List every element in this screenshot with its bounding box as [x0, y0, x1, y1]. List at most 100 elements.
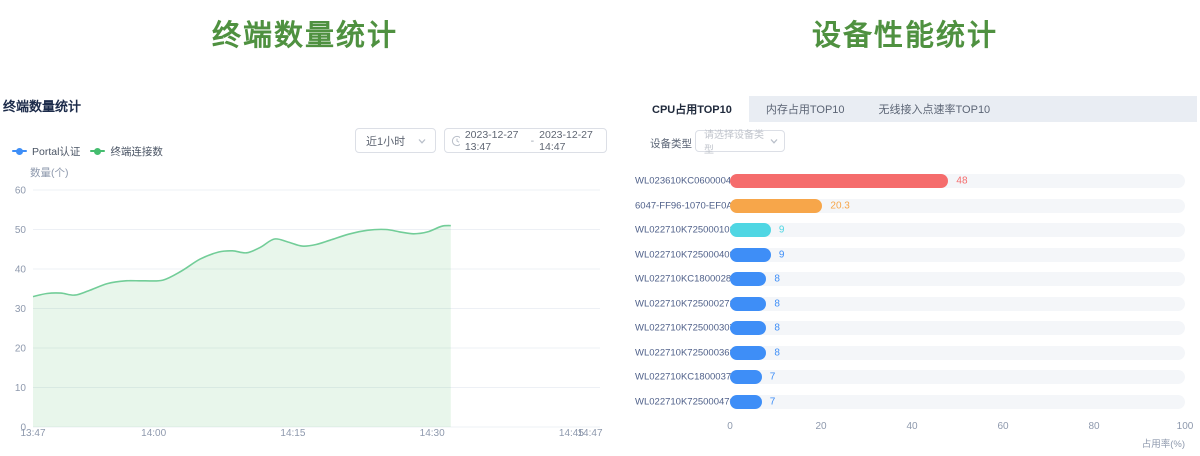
clock-icon: [451, 135, 460, 147]
device-type-select[interactable]: 请选择设备类型: [695, 130, 785, 152]
bar-track: [730, 248, 1185, 262]
time-range-select[interactable]: 近1小时: [355, 128, 436, 153]
legend-item-1[interactable]: 终端连接数: [90, 144, 163, 159]
date-range-picker[interactable]: 2023-12-27 13:47 - 2023-12-27 14:47: [444, 128, 607, 153]
bar-fill[interactable]: [730, 297, 766, 311]
y-axis-title: 数量(个): [30, 166, 69, 179]
bar-row-5: WL022710K725000272 8: [635, 292, 1200, 317]
legend-item-0[interactable]: Portal认证: [12, 144, 80, 159]
x-tick-label: 14:00: [141, 428, 166, 439]
terminal-count-panel: 终端数量统计 终端数量统计 近1小时 2023-12-27 13:47 - 20…: [0, 0, 610, 456]
series-area-终端连接数: [33, 226, 451, 427]
bar-value-label: 20.3: [830, 200, 849, 211]
bar-fill[interactable]: [730, 370, 762, 384]
bar-track: [730, 395, 1185, 409]
bar-row-1: 6047-FF96-1070-EF0A 20.3: [635, 194, 1200, 219]
bar-device-label: WL022710KC18000372: [635, 372, 726, 383]
bar-value-label: 8: [774, 298, 780, 309]
bar-device-label: WL022710K725000307: [635, 323, 726, 334]
bar-device-label: WL022710K725000470: [635, 396, 726, 407]
bar-x-tick-label: 40: [906, 421, 917, 432]
date-range-separator: -: [531, 135, 535, 147]
time-range-value: 近1小时: [366, 133, 405, 149]
bar-fill[interactable]: [730, 199, 822, 213]
x-tick-label: 14:30: [420, 428, 445, 439]
bar-row-4: WL022710KC18000280 8: [635, 267, 1200, 292]
bar-x-tick-label: 60: [997, 421, 1008, 432]
bar-fill[interactable]: [730, 248, 771, 262]
device-performance-panel: 设备性能统计 CPU占用TOP10内存占用TOP10无线接入点速率TOP10 设…: [610, 0, 1200, 456]
bar-fill[interactable]: [730, 174, 948, 188]
legend-marker-icon: [90, 150, 105, 152]
bar-fill[interactable]: [730, 272, 766, 286]
left-panel-header: 终端数量统计: [3, 96, 81, 115]
bar-value-label: 9: [779, 249, 785, 260]
bar-track: [730, 223, 1185, 237]
bar-value-label: 7: [770, 372, 776, 383]
bar-device-label: WL022710K725000102: [635, 225, 726, 236]
tab-1[interactable]: 内存占用TOP10: [749, 96, 862, 122]
performance-tab-bar: CPU占用TOP10内存占用TOP10无线接入点速率TOP10: [635, 96, 1197, 122]
bar-chart-x-axis-label: 占用率(%): [1142, 436, 1185, 450]
device-type-placeholder: 请选择设备类型: [704, 126, 769, 156]
bar-chart-x-axis: 020406080100: [730, 421, 1185, 433]
y-tick-label: 30: [15, 304, 27, 315]
bar-x-tick-label: 100: [1177, 421, 1194, 432]
bar-device-label: WL022710K725000369: [635, 347, 726, 358]
cpu-top10-bar-chart: WL023610KC06000043 48 6047-FF96-1070-EF0A 2…: [635, 169, 1200, 415]
chevron-down-icon: [417, 136, 427, 146]
bar-row-0: WL023610KC06000043 48: [635, 169, 1200, 194]
bar-row-7: WL022710K725000369 8: [635, 341, 1200, 366]
tab-2[interactable]: 无线接入点速率TOP10: [862, 96, 1008, 122]
bar-track: [730, 370, 1185, 384]
bar-row-2: WL022710K725000102 9: [635, 218, 1200, 243]
bar-fill[interactable]: [730, 223, 771, 237]
bar-device-label: WL022710K725000272: [635, 298, 726, 309]
y-tick-label: 50: [15, 225, 27, 236]
x-tick-label: 14:15: [280, 428, 305, 439]
bar-device-label: WL023610KC06000043: [635, 176, 726, 187]
bar-row-3: WL022710K725000409 9: [635, 243, 1200, 268]
x-tick-label: 13:47: [20, 428, 45, 439]
bar-track: [730, 346, 1185, 360]
bar-track: [730, 199, 1185, 213]
right-page-title: 设备性能统计: [610, 12, 1200, 54]
y-tick-label: 20: [15, 344, 27, 355]
bar-track: [730, 321, 1185, 335]
y-tick-label: 60: [15, 186, 27, 197]
bar-x-tick-label: 20: [815, 421, 826, 432]
x-tick-label: 14:47: [577, 428, 602, 439]
bar-device-label: WL022710KC18000280: [635, 274, 726, 285]
bar-device-label: 6047-FF96-1070-EF0A: [635, 200, 726, 211]
bar-fill[interactable]: [730, 395, 762, 409]
bar-value-label: 9: [779, 225, 785, 236]
left-page-title: 终端数量统计: [0, 12, 610, 54]
bar-value-label: 8: [774, 274, 780, 285]
date-range-end: 2023-12-27 14:47: [539, 129, 600, 153]
bar-value-label: 48: [956, 176, 967, 187]
legend-item-label: 终端连接数: [110, 144, 163, 159]
bar-row-8: WL022710KC18000372 7: [635, 365, 1200, 390]
terminal-count-area-chart: 数量(个)010203040506013:4714:0014:1514:3014…: [0, 160, 610, 456]
bar-value-label: 7: [770, 396, 776, 407]
bar-device-label: WL022710K725000409: [635, 249, 726, 260]
bar-x-tick-label: 0: [727, 421, 733, 432]
bar-track: [730, 297, 1185, 311]
bar-track: [730, 272, 1185, 286]
bar-row-9: WL022710K725000470 7: [635, 390, 1200, 415]
legend-item-label: Portal认证: [32, 144, 80, 159]
legend-marker-icon: [12, 150, 27, 152]
y-tick-label: 10: [15, 383, 27, 394]
date-range-start: 2023-12-27 13:47: [465, 129, 526, 153]
bar-row-6: WL022710K725000307 8: [635, 316, 1200, 341]
chevron-down-icon: [769, 136, 778, 146]
y-tick-label: 40: [15, 265, 27, 276]
bar-fill[interactable]: [730, 321, 766, 335]
bar-value-label: 8: [774, 347, 780, 358]
chart-legend: Portal认证 终端连接数: [12, 144, 163, 158]
bar-value-label: 8: [774, 323, 780, 334]
tab-0-active[interactable]: CPU占用TOP10: [635, 96, 749, 122]
device-type-label: 设备类型: [650, 136, 692, 151]
bar-fill[interactable]: [730, 346, 766, 360]
bar-x-tick-label: 80: [1088, 421, 1099, 432]
